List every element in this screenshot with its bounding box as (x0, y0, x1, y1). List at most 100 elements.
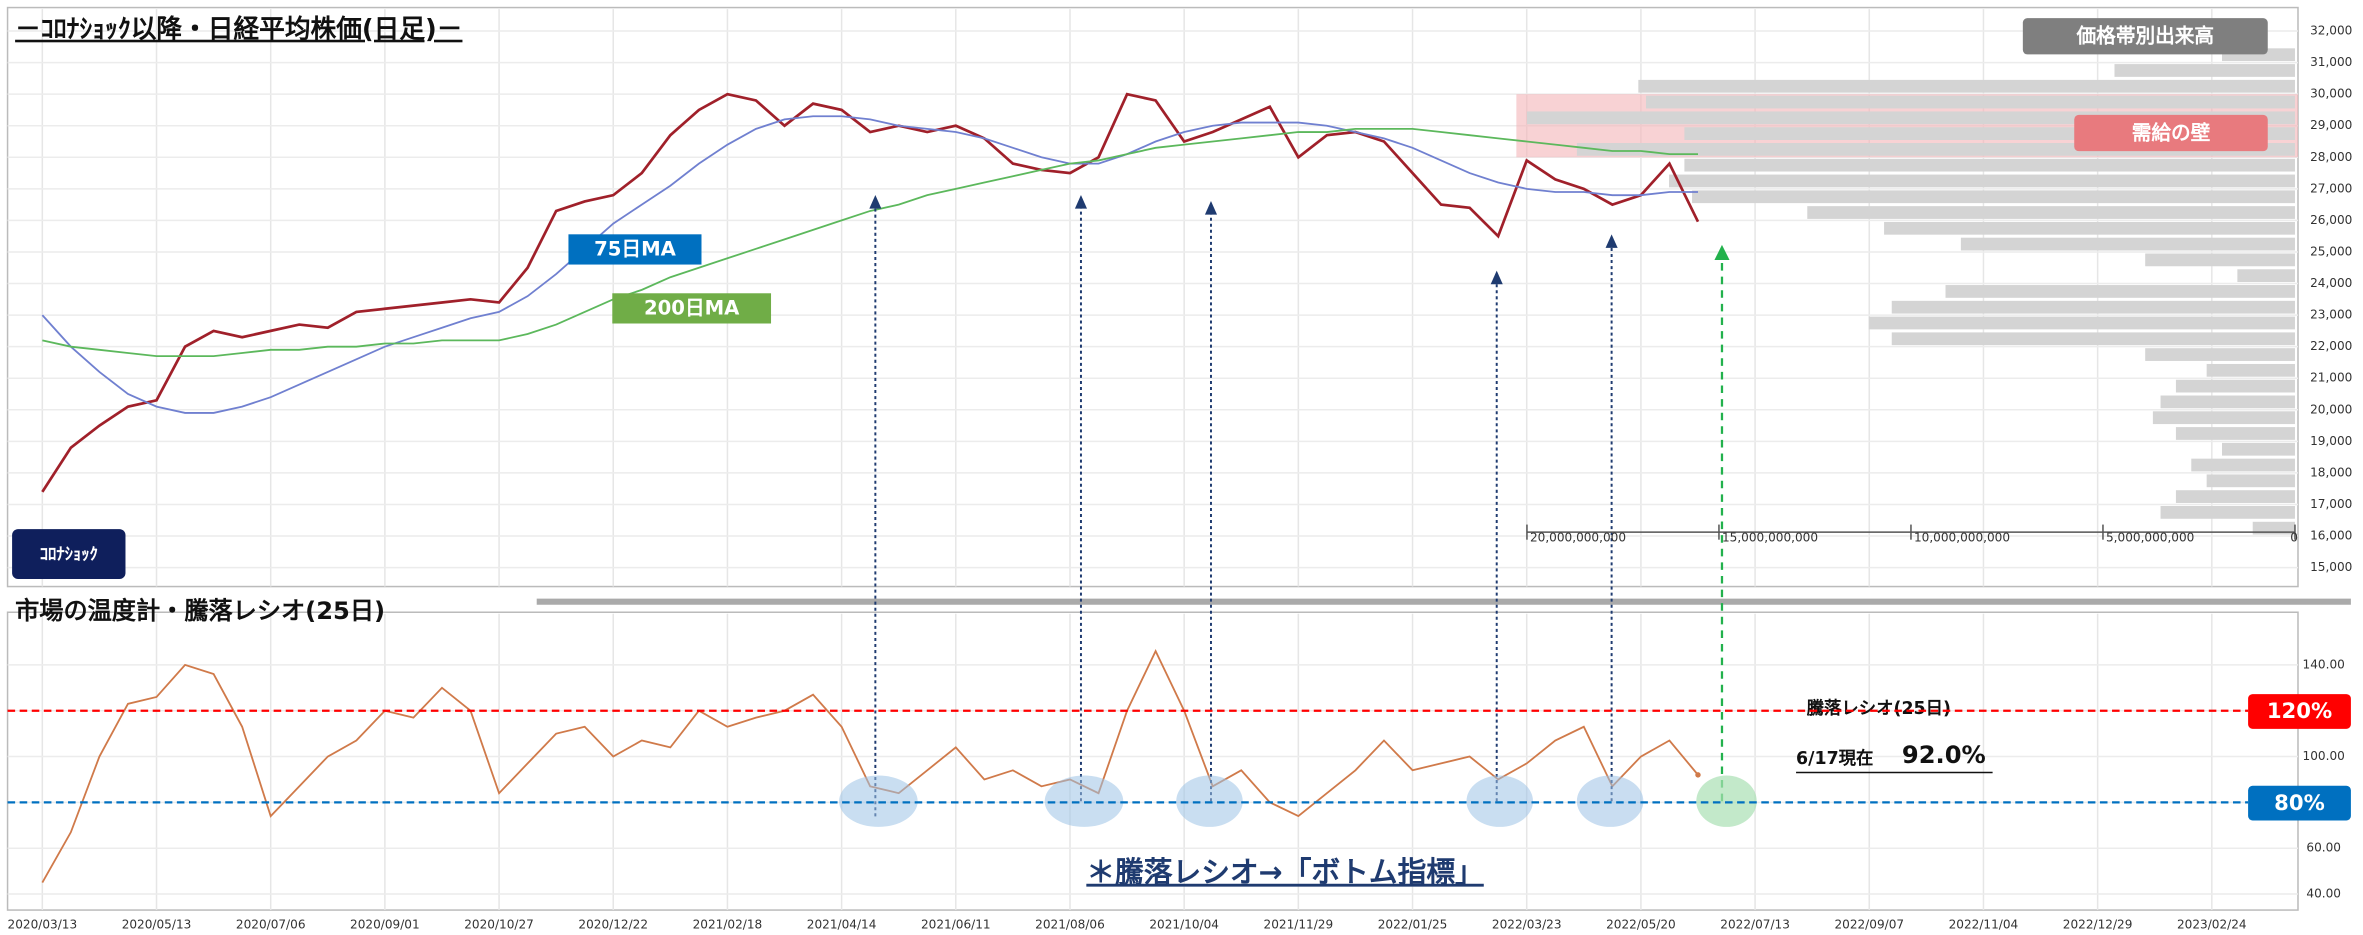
y-tick-label: 20,000 (2310, 402, 2352, 416)
volume-bar (2222, 442, 2295, 456)
x-tick-label: 2020/07/06 (236, 918, 306, 932)
volume-bar (2152, 411, 2295, 425)
y-tick-label: 15,000 (2310, 560, 2352, 574)
series-line (41, 92, 1700, 493)
volume-label-box (2022, 18, 2268, 55)
volume-tick-label: 10,000,000,000 (1914, 531, 2010, 545)
x-tick-label: 2022/01/25 (1378, 918, 1448, 932)
x-tick-label: 2021/04/14 (807, 918, 877, 932)
threshold-label: 80% (2274, 790, 2325, 815)
y-tick-label: 26,000 (2310, 213, 2352, 227)
event-box (12, 529, 126, 579)
x-tick-label: 2020/09/01 (350, 918, 420, 932)
volume-bar (2175, 427, 2295, 440)
current-date: 6/17現在 (1796, 748, 1873, 769)
y-tick-label: 60.00 (2306, 841, 2341, 855)
volume-tick-label: 5,000,000,000 (2106, 531, 2194, 545)
volume-bar (2175, 379, 2295, 393)
volume-bar (1669, 174, 2295, 188)
y-tick-label: 16,000 (2310, 529, 2352, 543)
volume-bar (1891, 332, 2295, 346)
volume-bar (1884, 221, 2295, 235)
volume-tick-label: 20,000,000,000 (1530, 531, 1626, 545)
volume-bar (1692, 190, 2295, 204)
current-value: 92.0% (1902, 741, 1986, 769)
x-tick-label: 2020/03/13 (8, 918, 78, 932)
ratio-panel (6, 611, 2299, 911)
volume-bar (2191, 458, 2295, 472)
volume-bar (2145, 253, 2295, 267)
y-tick-label: 25,000 (2310, 244, 2352, 258)
ma-label: 200日MA (644, 297, 740, 320)
series-line (41, 115, 1698, 414)
y-tick-label: 32,000 (2310, 24, 2352, 38)
y-tick-label: 40.00 (2306, 887, 2341, 901)
volume-bar (1684, 158, 2295, 172)
x-tick-label: 2020/05/13 (122, 918, 192, 932)
volume-bar (2175, 490, 2295, 503)
ma-label-box (612, 293, 772, 324)
x-tick-label: 2022/09/07 (1834, 918, 1904, 932)
volume-bar (1891, 300, 2295, 314)
threshold-label: 120% (2267, 698, 2332, 723)
green-arrow-head (1714, 244, 1730, 261)
x-tick-label: 2020/10/27 (464, 918, 534, 932)
series-line (42, 127, 1698, 358)
y-tick-label: 21,000 (2310, 371, 2352, 385)
volume-bar (1807, 206, 2295, 219)
volume-tick-label: 0 (2290, 531, 2298, 545)
event-label: ｺﾛﾅｼｮｯｸ (40, 544, 98, 563)
y-tick-label: 18,000 (2310, 465, 2352, 479)
volume-label: 価格帯別出来高 (2076, 25, 2215, 48)
volume-bar (2206, 363, 2295, 377)
y-tick-label: 100.00 (2303, 749, 2345, 763)
x-tick-label: 2021/08/06 (1035, 918, 1105, 932)
y-tick-label: 28,000 (2310, 150, 2352, 164)
note: ＊騰落レシオ→「ボトム指標」 (1086, 855, 1483, 889)
wall-label-box (2074, 114, 2268, 152)
x-tick-label: 2022/11/04 (1949, 918, 2019, 932)
wall-label: 需給の壁 (2132, 121, 2211, 144)
y-tick-label: 29,000 (2310, 118, 2352, 132)
volume-bar (2160, 395, 2295, 409)
x-tick-label: 2022/05/20 (1606, 918, 1676, 932)
x-tick-label: 2022/07/13 (1720, 918, 1790, 932)
volume-bar (1945, 285, 2295, 298)
ratio-title: 市場の温度計・騰落レシオ(25日) (15, 597, 385, 625)
ma-label: 75日MA (594, 238, 677, 261)
x-tick-label: 2022/03/23 (1492, 918, 1562, 932)
y-tick-label: 31,000 (2310, 55, 2352, 69)
y-tick-label: 22,000 (2310, 339, 2352, 353)
threshold-box (2248, 694, 2351, 729)
volume-bar (1868, 316, 2295, 330)
x-tick-label: 2022/12/29 (2063, 918, 2133, 932)
volume-bar (2252, 521, 2295, 535)
green-ellipse (1696, 775, 1757, 827)
volume-bar (1960, 237, 2295, 251)
volume-bar (2206, 474, 2295, 488)
bottom-ellipses (839, 775, 1644, 827)
arrow-heads (869, 195, 1618, 285)
chart-title: －ｺﾛﾅｼｮｯｸ以降・日経平均株価(日足)－ (15, 14, 462, 45)
y-tick-label: 24,000 (2310, 276, 2352, 290)
volume-tick-label: 15,000,000,000 (1722, 531, 1818, 545)
x-tick-label: 2020/12/22 (578, 918, 648, 932)
threshold-box (2248, 785, 2351, 821)
x-tick-label: 2023/02/24 (2177, 918, 2247, 932)
ma-label-box (568, 234, 702, 265)
y-tick-label: 17,000 (2310, 497, 2352, 511)
volume-bar (2160, 505, 2295, 519)
x-tick-label: 2021/02/18 (693, 918, 763, 932)
y-tick-label: 23,000 (2310, 308, 2352, 322)
current-dot (1695, 772, 1701, 778)
volume-bar (2114, 64, 2295, 77)
y-tick-label: 27,000 (2310, 181, 2352, 195)
volume-bar (2145, 348, 2295, 361)
y-tick-label: 140.00 (2303, 657, 2345, 671)
volume-bar (1645, 95, 2295, 109)
x-tick-label: 2021/10/04 (1149, 918, 1219, 932)
volume-bar (2237, 269, 2295, 283)
y-tick-label: 30,000 (2310, 87, 2352, 101)
